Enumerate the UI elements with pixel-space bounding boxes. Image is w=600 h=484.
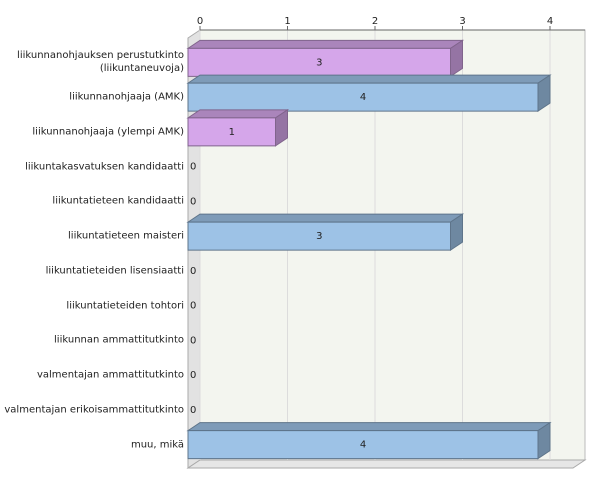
y-tick-label: liikuntatieteiden tohtori xyxy=(66,300,184,312)
y-tick-label: liikuntakasvatuksen kandidaatti xyxy=(25,161,184,173)
y-tick-label: liikuntatieteiden lisensiaatti xyxy=(45,265,184,277)
value-label: 0 xyxy=(190,162,196,173)
x-tick-label: 1 xyxy=(284,16,290,27)
bar-top xyxy=(186,422,552,432)
value-label: 0 xyxy=(190,370,196,381)
x-tick-label: 4 xyxy=(547,16,553,27)
floor xyxy=(186,459,587,469)
bar-top xyxy=(186,39,465,49)
y-tick-label: liikuntatieteen maisteri xyxy=(68,230,184,242)
y-tick-label: valmentajan erikoisammattitutkinto xyxy=(4,404,184,416)
bar xyxy=(187,430,539,460)
y-tick-label: liikunnanohjaaja (ylempi AMK) xyxy=(32,126,184,138)
y-tick-label: liikunnan ammattitutkinto xyxy=(54,334,184,346)
bar xyxy=(187,221,451,251)
value-label: 3 xyxy=(316,231,322,242)
bar-top xyxy=(186,109,290,119)
value-label: 0 xyxy=(190,196,196,207)
x-tick-label: 2 xyxy=(372,16,378,27)
value-label: 3 xyxy=(316,57,322,68)
bar xyxy=(187,117,276,147)
y-tick-label: liikunnanohjaaja (AMK) xyxy=(69,91,184,103)
bar-top xyxy=(186,74,552,84)
value-label: 1 xyxy=(229,127,235,138)
y-tick-label: liikuntatieteen kandidaatti xyxy=(52,195,184,207)
value-label: 0 xyxy=(190,335,196,346)
value-label: 0 xyxy=(190,405,196,416)
y-tick-label: valmentajan ammattitutkinto xyxy=(36,369,184,381)
value-label: 0 xyxy=(190,266,196,277)
y-tick-label: liikunnanohjauksen perustutkinto (liikun… xyxy=(17,50,184,75)
value-label: 0 xyxy=(190,301,196,312)
bar-top xyxy=(186,213,465,223)
x-tick-label: 0 xyxy=(197,16,203,27)
y-tick-label: muu, mikä xyxy=(130,439,184,451)
bar xyxy=(187,82,539,112)
value-label: 4 xyxy=(360,92,366,103)
value-label: 4 xyxy=(360,440,366,451)
x-tick-label: 3 xyxy=(459,16,465,27)
